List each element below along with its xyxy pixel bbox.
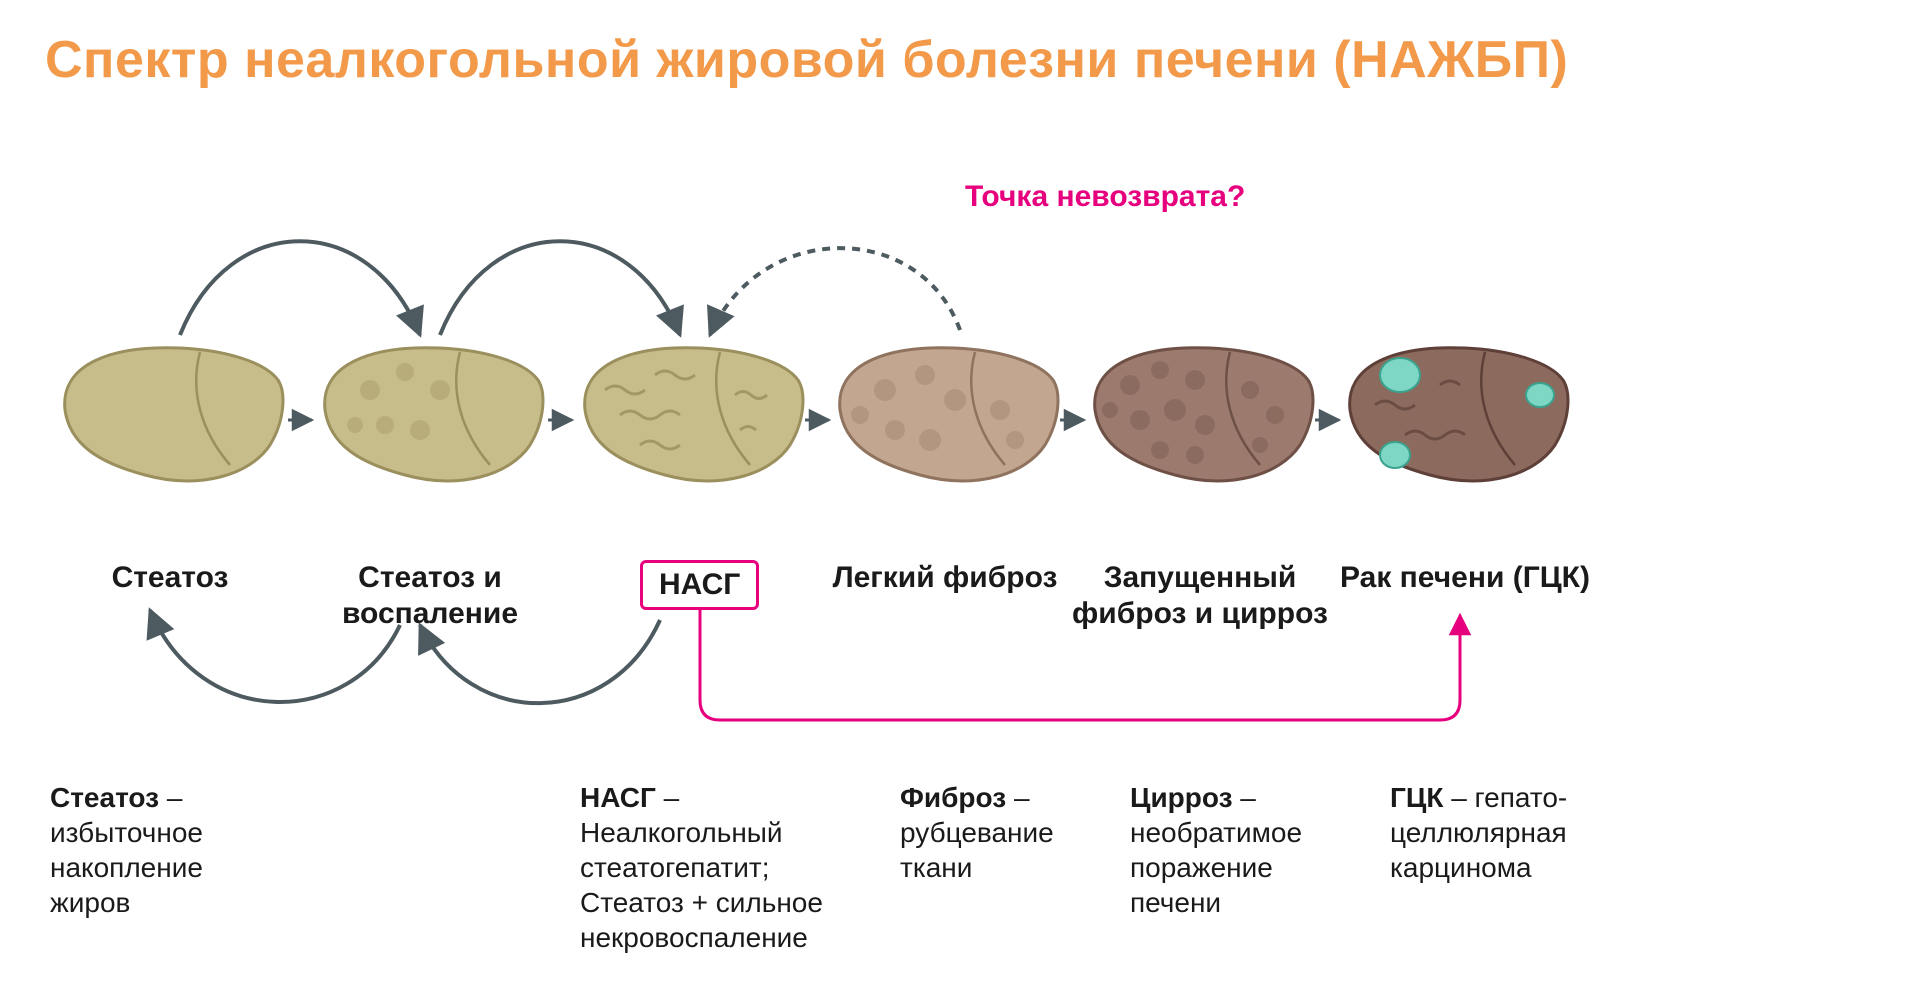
definition-term: Стеатоз	[50, 782, 159, 813]
definition-steatosis: Стеатоз – избыточное накопление жиров	[50, 780, 280, 920]
liver-steatosis	[65, 348, 283, 481]
liver-nash	[585, 348, 803, 481]
stage-label-nash: НАСГ	[640, 560, 759, 610]
stage-label-advanced-fibrosis: Запущенныйфиброз и цирроз	[1070, 560, 1330, 632]
liver-inflammation	[325, 348, 543, 481]
arc-dashed-reverse	[710, 248, 960, 335]
callout-no-return: Точка невозврата?	[965, 180, 1245, 214]
definition-cirrhosis: Цирроз – необратимое поражение печени	[1130, 780, 1360, 920]
definition-term: Фиброз	[900, 782, 1006, 813]
definition-term: НАСГ	[580, 782, 656, 813]
stage-label-hcc: Рак печени (ГЦК)	[1325, 560, 1605, 596]
liver-mild-fibrosis	[840, 348, 1058, 481]
stage-label-mild-fibrosis: Легкий фиброз	[825, 560, 1065, 596]
definition-term: Цирроз	[1130, 782, 1233, 813]
stage-label-steatosis: Стеатоз	[90, 560, 250, 596]
arc-forward-1-2	[180, 241, 420, 335]
liver-hcc	[1350, 348, 1568, 481]
definition-nash: НАСГ – Неалкогольный стеатогепатит; Стеа…	[580, 780, 870, 955]
arc-forward-2-3	[440, 241, 680, 335]
page-title: Спектр неалкогольной жировой болезни печ…	[45, 30, 1568, 90]
stage-label-inflammation: Стеатоз ивоспаление	[320, 560, 540, 632]
arc-reverse-3-2	[420, 620, 660, 703]
definition-hcc: ГЦК – гепато-целлюлярная карцинома	[1390, 780, 1610, 885]
definition-term: ГЦК	[1390, 782, 1443, 813]
liver-advanced-fibrosis	[1095, 348, 1313, 481]
definition-fibrosis: Фиброз – рубцевание ткани	[900, 780, 1100, 885]
